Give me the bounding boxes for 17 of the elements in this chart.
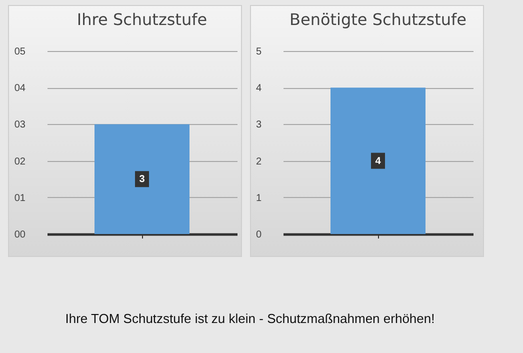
y-tick-label: 1 [256, 192, 262, 204]
y-tick-label: 04 [14, 83, 26, 94]
y-tick-label: 5 [256, 46, 262, 58]
y-tick-label: 4 [256, 83, 262, 94]
y-tick-label: 01 [14, 192, 26, 204]
y-tick-label: 2 [256, 156, 262, 168]
y-tick-label: 05 [14, 46, 26, 58]
y-tick-label: 02 [14, 156, 26, 168]
text: Ihre TOM Schutzstufe ist zu klein - Schutzmaßnahmen erhöhen! [64, 311, 436, 326]
y-tick-label: 0 [256, 230, 262, 240]
chart-title: Ihre Schutzstufe [76, 10, 208, 29]
data-label: 4 [375, 156, 382, 167]
data-label: 3 [139, 174, 146, 186]
chart-title: Benötigte Schutzstufe [290, 10, 466, 29]
y-tick-label: 00 [14, 230, 26, 240]
y-tick-label: 3 [256, 120, 262, 131]
y-tick-label: 03 [14, 120, 26, 131]
